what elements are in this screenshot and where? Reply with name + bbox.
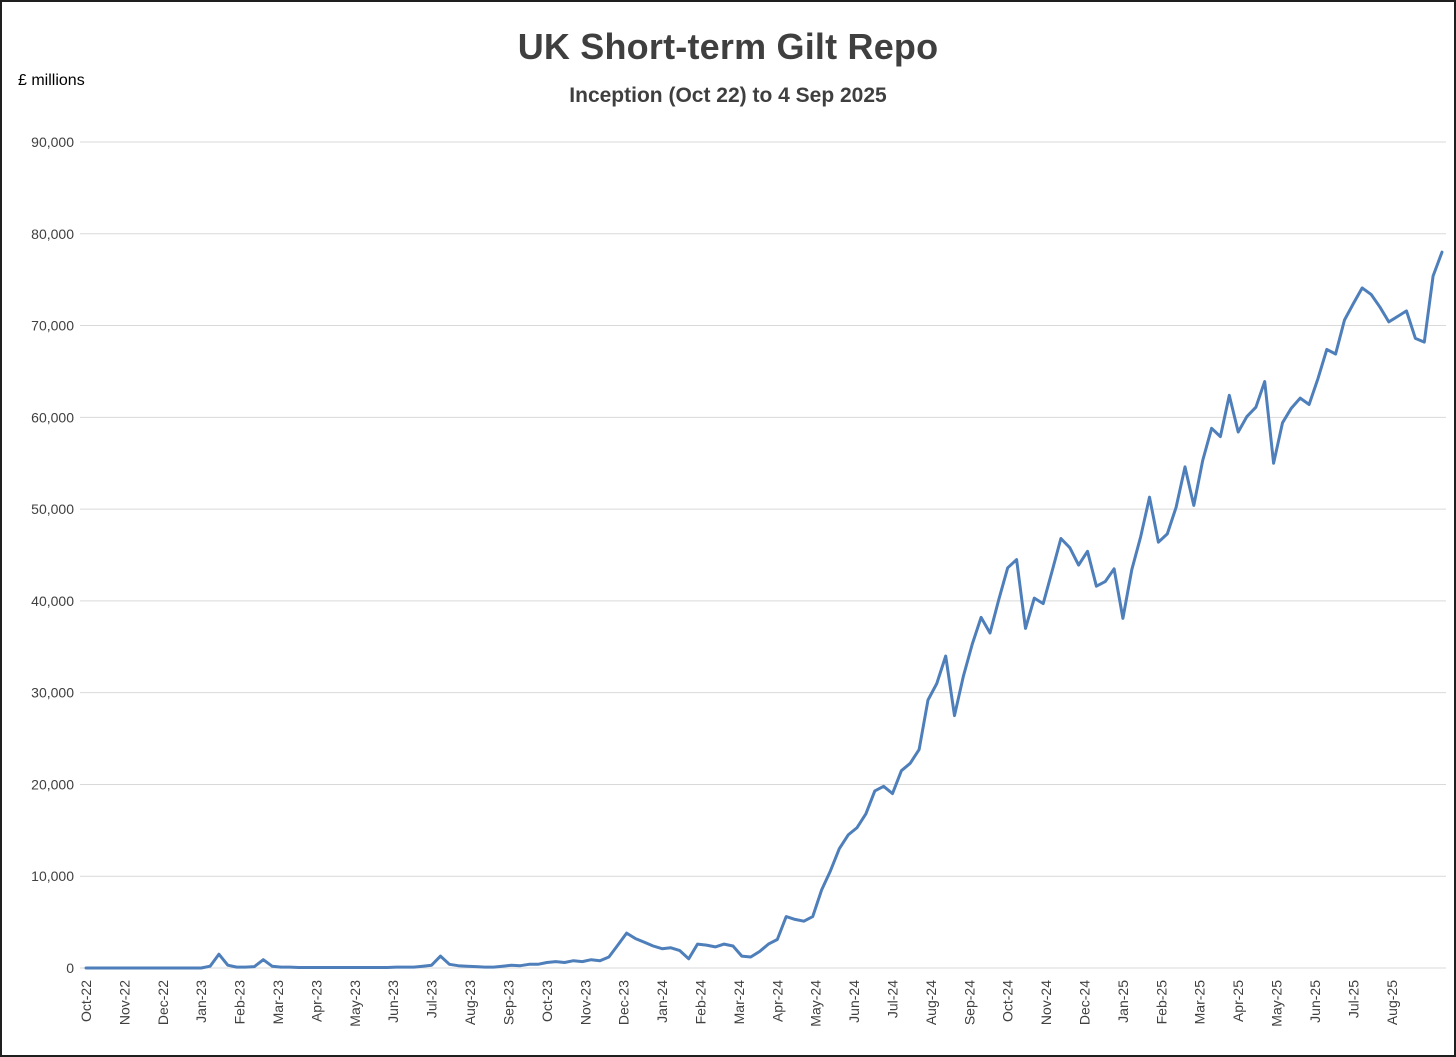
x-axis-tick-label: Jun-24: [846, 980, 862, 1023]
x-axis-tick-label: Apr-24: [769, 980, 785, 1022]
x-axis-tick-label: Nov-23: [577, 980, 593, 1025]
x-axis-tick-label: Apr-23: [308, 980, 324, 1022]
x-axis-tick-label: Oct-23: [539, 980, 555, 1022]
y-axis-tick-label: 40,000: [31, 593, 74, 609]
y-axis-tick-label: 20,000: [31, 776, 74, 792]
x-axis-tick-label: Jul-24: [885, 980, 901, 1018]
x-axis-tick-label: Feb-25: [1153, 980, 1169, 1025]
x-axis-tick-label: Jun-25: [1307, 980, 1323, 1023]
y-axis-unit-label: £ millions: [18, 72, 85, 89]
x-axis-tick-label: May-24: [808, 980, 824, 1027]
y-axis-tick-label: 70,000: [31, 318, 74, 334]
y-axis-tick-label: 30,000: [31, 685, 74, 701]
y-axis-tick-label: 10,000: [31, 868, 74, 884]
x-axis-tick-label: Sep-24: [961, 980, 977, 1025]
x-axis-tick-label: Dec-24: [1077, 980, 1093, 1025]
y-axis-tick-label: 90,000: [31, 134, 74, 150]
x-axis-tick-label: Nov-24: [1038, 980, 1054, 1025]
y-axis-tick-label: 60,000: [31, 409, 74, 425]
x-axis-tick-label: Jul-25: [1345, 980, 1361, 1018]
x-axis-tick-label: Feb-23: [232, 980, 248, 1025]
x-axis-tick-label: Jul-23: [424, 980, 440, 1018]
x-axis-tick-label: Mar-23: [270, 980, 286, 1025]
x-axis-tick-label: Oct-22: [78, 980, 94, 1022]
x-axis-tick-label: Jan-24: [654, 980, 670, 1023]
data-series-line: [84, 250, 1444, 970]
x-axis-tick-label: Aug-24: [923, 980, 939, 1025]
x-axis-tick-label: Apr-25: [1230, 980, 1246, 1022]
x-axis-tick-label: Mar-24: [731, 980, 747, 1025]
chart-title: UK Short-term Gilt Repo: [517, 26, 939, 67]
y-axis-tick-label: 0: [66, 960, 74, 976]
x-axis-tick-label: Dec-22: [155, 980, 171, 1025]
x-axis-tick-label: Jan-23: [193, 980, 209, 1023]
x-axis-tick-label: Mar-25: [1192, 980, 1208, 1025]
x-axis-tick-label: Nov-22: [116, 980, 132, 1025]
y-axis-tick-label: 80,000: [31, 226, 74, 242]
x-axis-tick-label: May-23: [347, 980, 363, 1027]
x-axis-tick-label: Jun-23: [385, 980, 401, 1023]
chart-subtitle: Inception (Oct 22) to 4 Sep 2025: [569, 84, 887, 107]
x-axis-tick-label: Jan-25: [1115, 980, 1131, 1023]
x-axis-tick-label: Aug-25: [1384, 980, 1400, 1025]
y-axis-tick-label: 50,000: [31, 501, 74, 517]
x-axis-tick-label: Sep-23: [500, 980, 516, 1025]
x-axis-tick-label: Dec-23: [616, 980, 632, 1025]
x-axis-tick-label: Oct-24: [1000, 980, 1016, 1022]
x-axis-tick-label: Feb-24: [692, 980, 708, 1025]
x-axis-tick-label: Aug-23: [462, 980, 478, 1025]
x-axis-tick-label: May-25: [1269, 980, 1285, 1027]
